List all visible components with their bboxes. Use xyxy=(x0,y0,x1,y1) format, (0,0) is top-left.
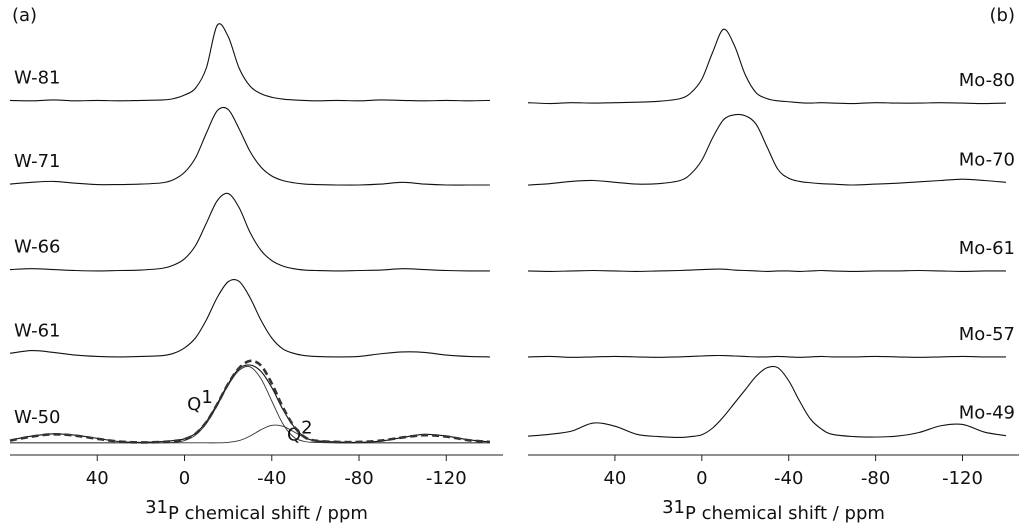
x-tick-label: 40 xyxy=(603,468,626,489)
series-label: W-66 xyxy=(14,237,60,258)
fit-label-sup: 2 xyxy=(301,417,312,438)
x-axis-title-sup: 31 xyxy=(145,497,168,518)
spectrum xyxy=(527,28,1006,105)
series-label: W-71 xyxy=(14,151,60,172)
series-label: W-81 xyxy=(14,67,60,88)
spectrum xyxy=(9,192,490,272)
panel-label: (a) xyxy=(12,5,37,26)
fit-label-sup: 1 xyxy=(201,387,212,408)
spectrum xyxy=(527,365,1007,439)
panel: (b) 40 0 -40 -80 -120 31P chemical shift / ppm… xyxy=(527,5,1019,524)
panel-label: (b) xyxy=(990,5,1015,26)
spectrum xyxy=(527,354,1006,358)
fit-component xyxy=(9,365,490,444)
series-label: Mo-80 xyxy=(959,70,1015,91)
x-axis-title-text: P chemical shift / ppm xyxy=(685,503,885,524)
series-label: W-61 xyxy=(14,320,60,341)
x-tick-label: -40 xyxy=(774,468,803,489)
x-tick-label: 0 xyxy=(696,468,707,489)
series-label: Mo-70 xyxy=(959,149,1015,170)
x-tick-label: -120 xyxy=(942,468,983,489)
x-axis-title-text: P chemical shift / ppm xyxy=(168,503,368,524)
series-label: Mo-49 xyxy=(959,403,1015,424)
fit-label: Q1 xyxy=(187,387,213,415)
spectrum xyxy=(9,364,490,443)
panel: (a) 40 0 -40 -80 -120 31P chemical shift / ppm… xyxy=(9,5,503,524)
x-axis-title-sup: 31 xyxy=(662,497,685,518)
series-label: Mo-61 xyxy=(959,238,1015,259)
x-tick-label: 40 xyxy=(86,468,109,489)
x-axis-title: 31P chemical shift / ppm xyxy=(145,497,368,524)
fit-component xyxy=(9,424,490,444)
fit-label-text: Q xyxy=(187,394,201,415)
spectrum xyxy=(9,278,490,358)
x-tick-label: -80 xyxy=(861,468,890,489)
spectrum xyxy=(9,106,490,186)
spectrum xyxy=(527,113,1007,186)
x-tick-label: -120 xyxy=(426,468,467,489)
x-axis-title: 31P chemical shift / ppm xyxy=(662,497,885,524)
fit-total xyxy=(9,359,491,444)
spectrum xyxy=(9,23,490,102)
x-tick-label: -40 xyxy=(257,468,286,489)
x-tick-label: 0 xyxy=(179,468,190,489)
series-label: Mo-57 xyxy=(959,324,1015,345)
series-label: W-50 xyxy=(14,407,60,428)
spectrum xyxy=(527,268,1006,272)
x-tick-label: -80 xyxy=(344,468,373,489)
